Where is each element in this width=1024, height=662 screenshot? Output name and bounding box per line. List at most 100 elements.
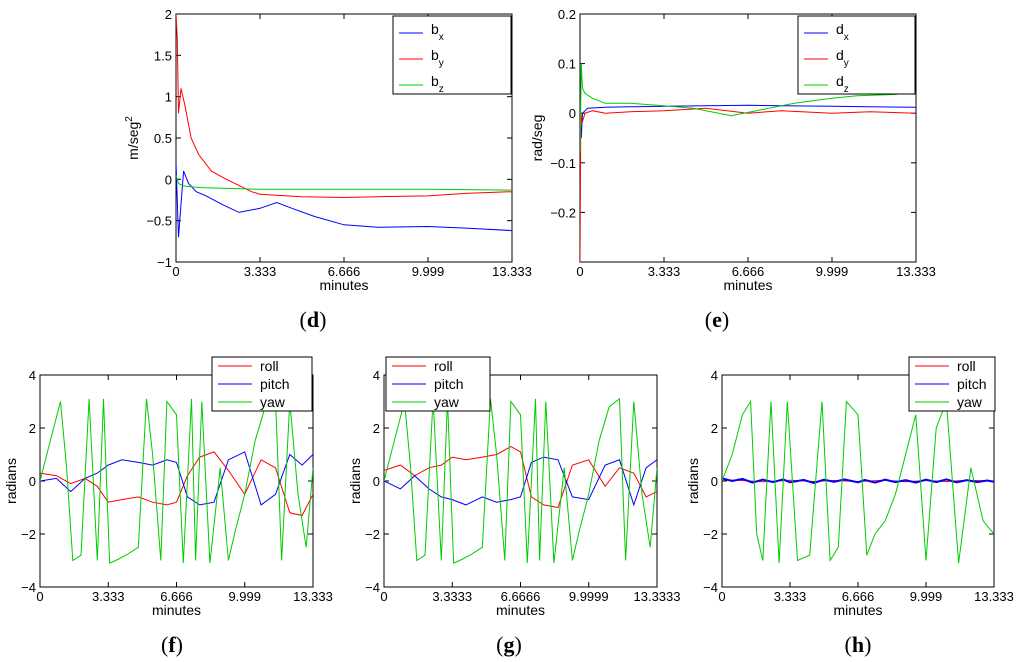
y-axis-label: rad/seg: [529, 115, 545, 162]
panel-label: (f): [161, 632, 183, 657]
y-axis-label-superscript: 2: [124, 116, 135, 122]
x-tick-label: 13.333: [896, 264, 936, 279]
panel-label-letter: f: [168, 632, 176, 657]
legend-label-subscript: y: [439, 58, 444, 69]
x-axis-label: minutes: [833, 602, 882, 618]
y-tick-label: 4: [373, 368, 380, 383]
x-tick-label: 3.333: [774, 589, 807, 604]
y-tick-label: −2: [21, 527, 36, 542]
legend: roll pitch yaw: [211, 356, 313, 412]
y-tick-label: 4: [29, 368, 36, 383]
legend-label-subscript: x: [844, 32, 849, 43]
x-tick-label: 6.6666: [501, 589, 541, 604]
legend-label-name: b: [431, 47, 439, 63]
panel-f: 0 3.333 6.666 9.999 13.333 −4 −2 0 2 4 minutes radi…: [3, 356, 333, 657]
y-axis-label-text: m/seg: [125, 122, 141, 160]
x-tick-label: 3.3333: [432, 589, 472, 604]
y-axis-label: m/seg2: [124, 116, 141, 160]
legend: roll pitch yaw: [908, 356, 996, 412]
legend-label-subscript: z: [439, 84, 444, 95]
y-tick-label: −0.1: [550, 156, 576, 171]
series-line-pitch: [722, 477, 994, 484]
legend-label-subscript: z: [844, 84, 849, 95]
y-axis-label: radians: [3, 458, 19, 504]
legend-label-name: roll: [434, 358, 453, 374]
legend-label-subscript: x: [439, 32, 444, 43]
legend-label: bz: [431, 73, 444, 95]
x-tick-label: 6.666: [732, 264, 765, 279]
legend: dx dy dz: [797, 15, 916, 95]
legend-label: yaw: [434, 394, 460, 410]
panel-label: (g): [496, 632, 522, 657]
legend-label-name: yaw: [957, 394, 983, 410]
y-axis-label: radians: [347, 458, 363, 504]
legend-label-name: d: [836, 47, 844, 63]
x-tick-label: 6.666: [842, 589, 875, 604]
y-tick-label: 2: [373, 421, 380, 436]
series-line-pitch: [40, 451, 313, 506]
x-tick-label: 6.666: [328, 264, 361, 279]
panel-label: (d): [300, 307, 327, 332]
x-tick-label: 3.333: [648, 264, 681, 279]
x-tick-label: 0: [36, 589, 43, 604]
x-tick-label: 9.999: [816, 264, 849, 279]
x-tick-label: 13.333: [492, 264, 532, 279]
panel-label-letter: e: [712, 307, 722, 332]
y-tick-label: 0: [29, 474, 36, 489]
panel-label: (h): [845, 632, 872, 657]
x-tick-label: 3.333: [244, 264, 277, 279]
panel-label-letter: g: [504, 632, 515, 657]
panel-label: (e): [705, 307, 729, 332]
legend-label: yaw: [260, 394, 286, 410]
x-tick-label: 9.9999: [569, 589, 609, 604]
panel-label-letter: d: [307, 307, 319, 332]
x-tick-label: 3.333: [92, 589, 125, 604]
y-axis-label-text: rad/seg: [529, 115, 545, 162]
y-tick-label: −2: [703, 527, 718, 542]
legend-label-subscript: y: [844, 58, 849, 69]
y-tick-label: 2: [711, 421, 718, 436]
legend-label-name: yaw: [434, 394, 460, 410]
legend-label: yaw: [957, 394, 983, 410]
legend-label-name: pitch: [260, 376, 290, 392]
series-line-dy: [580, 107, 916, 262]
legend-label-name: pitch: [957, 376, 987, 392]
legend-label: bx: [431, 21, 444, 43]
x-tick-label: 6.666: [160, 589, 193, 604]
y-axis-label-text: radians: [3, 458, 19, 504]
panel-label-letter: h: [852, 632, 864, 657]
y-tick-label: 2: [165, 7, 172, 22]
series-line-dz: [580, 63, 916, 153]
legend-label: dz: [836, 73, 849, 95]
panel-h: 0 3.333 6.666 9.999 13.333 −4 −2 0 2 4 minutes radi…: [685, 356, 1014, 657]
x-tick-label: 0: [576, 264, 583, 279]
x-tick-label: 13.333: [974, 589, 1014, 604]
series-line-roll: [40, 451, 313, 517]
y-tick-label: 0.1: [558, 57, 576, 72]
x-tick-label: 13.333: [293, 589, 333, 604]
legend-label-name: b: [431, 73, 439, 89]
series-line-bx: [176, 162, 512, 238]
x-axis-label: minutes: [496, 602, 545, 618]
y-tick-label: −1: [157, 255, 172, 270]
y-tick-label: 0.2: [558, 7, 576, 22]
series-line-bz: [176, 175, 512, 191]
legend-label: roll: [260, 358, 279, 374]
y-axis-label-text: radians: [685, 458, 701, 504]
x-tick-label: 0: [172, 264, 179, 279]
legend-label: roll: [957, 358, 976, 374]
y-tick-label: 0.5: [154, 131, 172, 146]
y-tick-label: −0.5: [146, 214, 172, 229]
x-tick-label: 9.999: [412, 264, 445, 279]
legend-label: pitch: [260, 376, 290, 392]
x-axis-label: minutes: [152, 602, 201, 618]
y-tick-label: −4: [703, 580, 718, 595]
series-line-yaw: [722, 399, 994, 564]
y-tick-label: 0: [569, 106, 576, 121]
x-axis-label: minutes: [723, 277, 772, 293]
x-tick-label: 9.999: [228, 589, 261, 604]
legend-label: roll: [434, 358, 453, 374]
legend-label: dx: [836, 21, 849, 43]
series-line-by: [176, 14, 512, 199]
